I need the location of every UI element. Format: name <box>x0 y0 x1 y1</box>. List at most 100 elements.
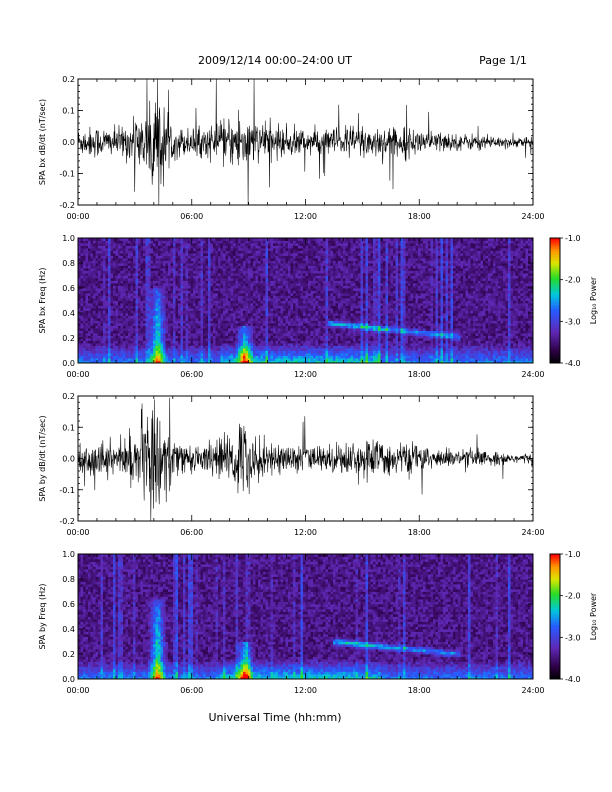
spectrogram-cell <box>275 350 279 354</box>
spectrogram-cell <box>80 240 84 244</box>
spectrogram-cell <box>275 310 279 314</box>
spectrogram-cell <box>248 285 251 289</box>
spectrogram-cell <box>190 300 194 304</box>
spectrogram-cell <box>253 288 256 291</box>
spectrogram-cell <box>283 308 286 311</box>
spectrogram-cell <box>155 313 159 316</box>
spectrogram-cell <box>88 245 91 249</box>
spectrogram-cell <box>145 320 149 324</box>
spectrogram-cell <box>188 243 191 246</box>
spectrogram-cell <box>128 295 131 299</box>
spectrogram-cell <box>95 240 99 244</box>
spectrogram-cell <box>285 348 289 351</box>
spectrogram-cell <box>290 313 294 316</box>
spectrogram-cell <box>275 340 279 344</box>
spectrogram-cell <box>98 260 101 264</box>
spectrogram-cell <box>98 278 101 281</box>
spectrogram-cell <box>120 255 124 259</box>
spectrogram-cell <box>218 320 221 324</box>
spectrogram-cell <box>78 338 81 341</box>
spectrogram-cell <box>100 358 104 361</box>
spectrogram-cell <box>185 323 189 326</box>
spectrogram-cell <box>273 308 276 311</box>
spectrogram-cell <box>110 310 114 314</box>
spectrogram-cell <box>275 263 279 266</box>
spectrogram-cell <box>265 298 269 301</box>
spectrogram-cell <box>278 288 281 291</box>
spectrogram-cell <box>275 358 279 361</box>
spectrogram-cell <box>153 288 156 291</box>
spectrogram-cell <box>213 338 216 341</box>
spectrogram-cell <box>198 343 201 346</box>
spectrogram-cell <box>128 265 131 269</box>
spectrogram-cell <box>280 323 284 326</box>
spectrogram-cell <box>200 288 204 291</box>
spectrogram-cell <box>105 303 109 306</box>
spectrogram-cell <box>193 360 196 364</box>
spectrogram-cell <box>85 313 89 316</box>
spectrogram-cell <box>303 323 306 326</box>
spectrogram-cell <box>258 248 261 251</box>
spectrogram-cell <box>303 265 306 269</box>
spectrogram-cell <box>105 255 109 259</box>
spectrogram-cell <box>270 320 274 324</box>
spectrogram-cell <box>320 308 324 311</box>
spectrogram-cell <box>160 310 164 314</box>
spectrogram-cell <box>145 293 149 296</box>
spectrogram-cell <box>283 265 286 269</box>
spectrogram-cell <box>98 360 101 364</box>
spectrogram-cell <box>203 290 206 294</box>
spectrogram-cell <box>220 303 224 306</box>
spectrogram-cell <box>223 320 226 324</box>
spectrogram-cell <box>140 290 144 294</box>
spectrogram-cell <box>173 290 176 294</box>
spectrogram-cell <box>268 323 271 326</box>
spectrogram-cell <box>285 335 289 339</box>
spectrogram-cell <box>163 360 166 364</box>
spectrogram-cell <box>180 250 184 254</box>
spectrogram-cell <box>253 260 256 264</box>
spectrogram-cell <box>300 345 304 349</box>
spectrogram-cell <box>320 303 324 306</box>
spectrogram-cell <box>108 345 111 349</box>
spectrogram-cell <box>288 343 291 346</box>
spectrogram-cell <box>93 248 96 251</box>
spectrogram-cell <box>240 358 244 361</box>
spectrogram-cell <box>233 305 236 309</box>
spectrogram-cell <box>250 275 254 279</box>
spectrogram-cell <box>240 328 244 331</box>
spectrogram-cell <box>78 290 81 294</box>
spectrogram-cell <box>238 238 241 241</box>
spectrogram-cell <box>85 283 89 286</box>
spectrogram-cell <box>283 260 286 264</box>
spectrogram-cell <box>308 330 311 334</box>
spectrogram-cell <box>148 335 151 339</box>
spectrogram-cell <box>173 333 176 336</box>
spectrogram-cell <box>318 353 321 356</box>
spectrogram-cell <box>320 338 324 341</box>
spectrogram-cell <box>250 345 254 349</box>
spectrogram-cell <box>93 255 96 259</box>
spectrogram-cell <box>280 335 284 339</box>
spectrogram-cell <box>310 290 314 294</box>
spectrogram-cell <box>263 303 266 306</box>
spectrogram-cell <box>83 360 86 364</box>
spectrogram-cell <box>320 353 324 356</box>
spectrogram-cell <box>183 320 186 324</box>
spectrogram-cell <box>320 358 324 361</box>
spectrogram-cell <box>123 340 126 344</box>
spectrogram-cell <box>220 320 224 324</box>
spectrogram-cell <box>215 325 219 329</box>
spectrogram-cell <box>158 253 161 256</box>
spectrogram-cell <box>88 238 91 241</box>
spectrogram-cell <box>118 338 121 341</box>
spectrogram-cell <box>290 260 294 264</box>
spectrogram-cell <box>253 253 256 256</box>
spectrogram-cell <box>170 303 174 306</box>
spectrogram-cell <box>118 308 121 311</box>
spectrogram-cell <box>290 338 294 341</box>
spectrogram-cell <box>178 273 181 276</box>
spectrogram-cell <box>123 330 126 334</box>
spectrogram-cell <box>80 330 84 334</box>
spectrogram-cell <box>240 308 244 311</box>
